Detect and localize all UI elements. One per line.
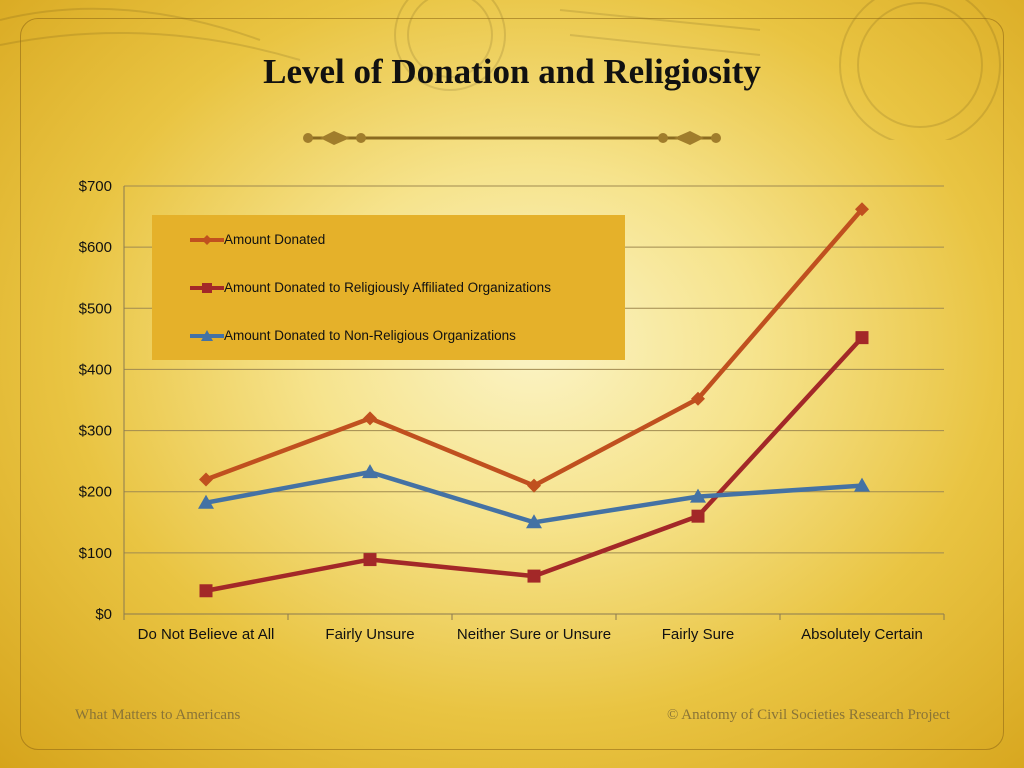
data-point-diamond (855, 202, 869, 217)
chart-legend: Amount Donated Amount Donated to Religio… (152, 215, 625, 360)
legend-label: Amount Donated (224, 232, 326, 247)
y-tick-label: $400 (79, 361, 112, 378)
data-point-diamond (363, 411, 377, 426)
slide-frame (20, 18, 1004, 750)
legend-label: Amount Donated to Religiously Affiliated… (224, 280, 551, 295)
legend-line-diamond-icon (190, 235, 224, 245)
data-point-diamond (691, 391, 705, 406)
x-tick-label: Do Not Believe at All (138, 626, 275, 643)
y-tick-label: $700 (79, 178, 112, 195)
footer-left-text: What Matters to Americans (75, 707, 241, 723)
legend-line-square-icon (190, 283, 224, 293)
y-tick-label: $300 (79, 423, 112, 440)
data-point-square (691, 509, 705, 523)
data-point-square (855, 331, 869, 345)
x-tick-label: Fairly Unsure (325, 626, 414, 643)
data-point-diamond (527, 478, 541, 493)
data-point-triangle (690, 488, 706, 503)
y-tick-label: $0 (95, 606, 112, 623)
data-point-square (199, 584, 213, 598)
x-tick-label: Absolutely Certain (801, 626, 923, 643)
legend-label: Amount Donated to Non-Religious Organiza… (224, 328, 516, 343)
x-tick-label: Fairly Sure (662, 626, 735, 643)
data-point-triangle (854, 477, 870, 492)
footer-right-text: © Anatomy of Civil Societies Research Pr… (666, 707, 950, 723)
y-tick-label: $100 (79, 545, 112, 562)
x-tick-label: Neither Sure or Unsure (457, 626, 611, 643)
data-point-square (363, 553, 377, 567)
data-point-square (527, 569, 541, 583)
data-point-diamond (199, 472, 213, 487)
data-point-triangle (198, 494, 214, 509)
y-tick-label: $600 (79, 239, 112, 256)
slide-title: Level of Donation and Religiosity (263, 52, 761, 91)
y-tick-label: $500 (79, 300, 112, 317)
legend-line-triangle-icon (190, 330, 224, 341)
y-tick-label: $200 (79, 484, 112, 501)
data-point-triangle (362, 464, 378, 479)
title-divider-ornament (303, 131, 721, 145)
data-point-triangle (526, 514, 542, 529)
